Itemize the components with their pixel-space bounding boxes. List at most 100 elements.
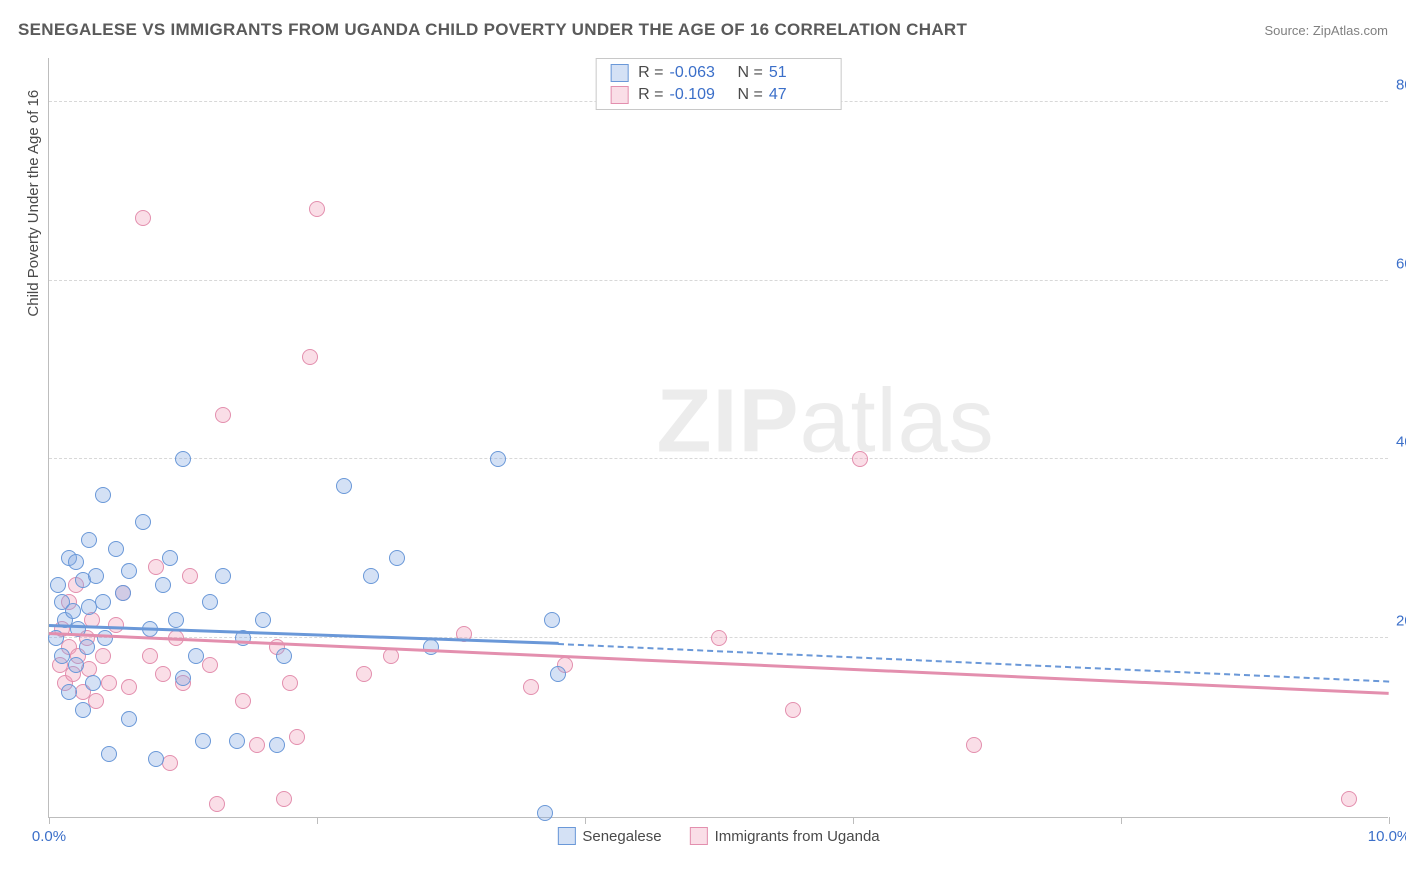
x-tick (49, 817, 50, 824)
r-value-2: -0.109 (670, 86, 728, 104)
scatter-point (544, 612, 560, 628)
scatter-point (852, 451, 868, 467)
y-axis-label: Child Poverty Under the Age of 16 (25, 90, 42, 317)
scatter-point (121, 711, 137, 727)
y-tick-label: 80.0% (1396, 76, 1406, 93)
scatter-point (148, 751, 164, 767)
scatter-point (75, 702, 91, 718)
y-tick-label: 60.0% (1396, 255, 1406, 272)
scatter-point (95, 594, 111, 610)
scatter-point (537, 805, 553, 821)
legend-label-2: Immigrants from Uganda (715, 828, 880, 845)
y-tick-label: 20.0% (1396, 613, 1406, 630)
scatter-point (108, 541, 124, 557)
legend-item: Senegalese (557, 827, 661, 845)
plot-area: ZIPatlas R = -0.063 N = 51 R = -0.109 N … (48, 58, 1388, 818)
x-tick (317, 817, 318, 824)
scatter-point (202, 657, 218, 673)
chart-title: SENEGALESE VS IMMIGRANTS FROM UGANDA CHI… (18, 20, 967, 40)
scatter-point (79, 639, 95, 655)
scatter-point (423, 639, 439, 655)
scatter-point (215, 407, 231, 423)
n-value-2: 47 (769, 86, 827, 104)
scatter-point (209, 796, 225, 812)
r-label: R = (638, 86, 663, 104)
scatter-point (135, 514, 151, 530)
scatter-point (85, 675, 101, 691)
scatter-point (155, 577, 171, 593)
scatter-point (235, 693, 251, 709)
scatter-point (269, 737, 285, 753)
scatter-point (50, 577, 66, 593)
swatch-series-1 (610, 64, 628, 82)
scatter-point (356, 666, 372, 682)
scatter-point (276, 791, 292, 807)
scatter-point (88, 693, 104, 709)
scatter-point (389, 550, 405, 566)
scatter-point (68, 657, 84, 673)
scatter-point (195, 733, 211, 749)
x-tick-label: 10.0% (1368, 828, 1406, 845)
x-tick (853, 817, 854, 824)
r-label: R = (638, 64, 663, 82)
scatter-point (115, 585, 131, 601)
scatter-point (249, 737, 265, 753)
scatter-point (302, 349, 318, 365)
scatter-point (276, 648, 292, 664)
scatter-point (282, 675, 298, 691)
scatter-point (175, 451, 191, 467)
scatter-point (215, 568, 231, 584)
legend-item: Immigrants from Uganda (690, 827, 880, 845)
scatter-point (309, 201, 325, 217)
y-tick-label: 40.0% (1396, 434, 1406, 451)
scatter-point (490, 451, 506, 467)
scatter-point (1341, 791, 1357, 807)
scatter-point (229, 733, 245, 749)
title-bar: SENEGALESE VS IMMIGRANTS FROM UGANDA CHI… (18, 20, 1388, 40)
n-label: N = (738, 64, 763, 82)
scatter-point (202, 594, 218, 610)
gridline (49, 458, 1388, 459)
scatter-point (289, 729, 305, 745)
scatter-point (162, 550, 178, 566)
scatter-point (168, 612, 184, 628)
n-label: N = (738, 86, 763, 104)
scatter-point (121, 679, 137, 695)
scatter-point (108, 617, 124, 633)
legend-stats-row: R = -0.109 N = 47 (596, 84, 841, 106)
gridline (49, 280, 1388, 281)
scatter-point (336, 478, 352, 494)
scatter-point (255, 612, 271, 628)
scatter-point (95, 648, 111, 664)
scatter-point (966, 737, 982, 753)
scatter-point (61, 684, 77, 700)
x-tick (1389, 817, 1390, 824)
scatter-point (523, 679, 539, 695)
scatter-point (101, 675, 117, 691)
scatter-point (65, 603, 81, 619)
scatter-point (121, 563, 137, 579)
scatter-point (97, 630, 113, 646)
x-tick (585, 817, 586, 824)
scatter-point (155, 666, 171, 682)
scatter-point (785, 702, 801, 718)
scatter-point (95, 487, 111, 503)
scatter-point (88, 568, 104, 584)
scatter-point (142, 648, 158, 664)
x-tick (1121, 817, 1122, 824)
scatter-point (182, 568, 198, 584)
scatter-point (188, 648, 204, 664)
source-label: Source: ZipAtlas.com (1264, 23, 1388, 38)
swatch-series-2 (610, 86, 628, 104)
scatter-point (550, 666, 566, 682)
scatter-point (363, 568, 379, 584)
scatter-point (68, 554, 84, 570)
scatter-point (135, 210, 151, 226)
x-tick-label: 0.0% (32, 828, 66, 845)
legend-stats-box: R = -0.063 N = 51 R = -0.109 N = 47 (595, 58, 842, 110)
scatter-point (101, 746, 117, 762)
legend-bottom: Senegalese Immigrants from Uganda (557, 827, 879, 845)
n-value-1: 51 (769, 64, 827, 82)
swatch-series-1 (557, 827, 575, 845)
legend-label-1: Senegalese (582, 828, 661, 845)
